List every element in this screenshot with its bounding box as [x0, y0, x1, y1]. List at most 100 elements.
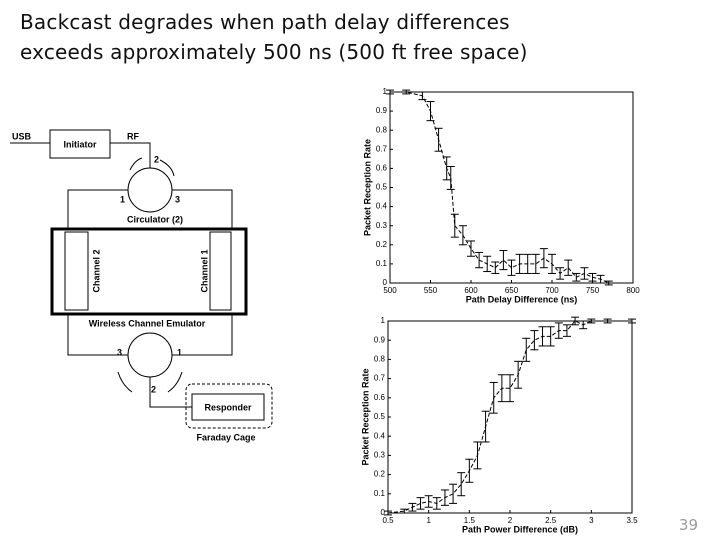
y-tick-label: 0.6 — [376, 164, 388, 173]
wire — [67, 314, 128, 356]
label: USB — [12, 131, 32, 141]
error-bar — [579, 320, 588, 330]
title-line: Backcast degrades when path delay differ… — [20, 10, 510, 34]
error-bar — [408, 502, 417, 512]
error-bar — [457, 472, 466, 497]
error-bar — [562, 324, 571, 337]
error-bar — [489, 381, 498, 414]
y-tick-label: 0.2 — [376, 240, 388, 249]
error-bar — [506, 374, 514, 403]
y-tick-label: 0.9 — [374, 335, 386, 344]
error-bar — [426, 101, 435, 122]
diagram — [10, 129, 273, 429]
y-tick-label: 0.7 — [374, 374, 386, 383]
channel — [64, 231, 89, 311]
label: 1 — [177, 347, 182, 357]
y-tick-label: 0.3 — [374, 451, 386, 460]
title-line: exceeds approximately 500 ns (500 ft fre… — [20, 40, 528, 64]
error-bar — [449, 483, 458, 504]
channel — [209, 231, 232, 311]
error-bar — [481, 410, 490, 443]
error-bar — [604, 280, 613, 286]
error-bar — [628, 318, 636, 324]
y-tick-label: 0.9 — [376, 106, 388, 115]
error-bar — [402, 89, 411, 95]
x-tick-label: 750 — [586, 286, 600, 295]
error-bar — [507, 259, 516, 276]
error-bar — [587, 318, 596, 324]
label: Responder — [204, 402, 252, 412]
data-line — [390, 91, 609, 284]
arrow — [117, 371, 133, 393]
error-bar — [432, 497, 441, 510]
error-bar — [424, 495, 433, 508]
error-bar — [548, 253, 556, 274]
y-tick-label: 0.8 — [374, 355, 386, 364]
plot-area — [387, 320, 633, 514]
error-bar — [530, 330, 539, 351]
error-bar — [514, 360, 523, 389]
error-bar — [522, 337, 531, 362]
y-tick-label: 0 — [381, 508, 386, 517]
error-bar — [491, 261, 500, 274]
label: 3 — [117, 347, 122, 357]
error-bar — [546, 326, 555, 347]
error-bar — [571, 316, 580, 326]
arrow — [159, 159, 175, 177]
y-tick-label: 0.3 — [376, 221, 388, 230]
label: 1 — [120, 194, 125, 204]
error-bar — [538, 326, 547, 347]
x-tick-label: 1 — [426, 516, 431, 525]
error-bar — [467, 240, 475, 257]
label: 2 — [154, 154, 159, 164]
error-bar — [418, 91, 427, 101]
x-tick-label: 600 — [464, 286, 478, 295]
cage — [185, 383, 273, 429]
error-bar — [539, 248, 548, 269]
wire — [110, 142, 151, 168]
label: 3 — [175, 194, 180, 204]
error-bar — [465, 458, 474, 483]
y-tick-label: 1 — [383, 87, 388, 96]
error-bar — [400, 508, 409, 514]
error-bar — [580, 267, 589, 280]
y-tick-label: 0.7 — [376, 144, 388, 153]
x-tick-label: 3 — [589, 516, 594, 525]
x-tick-label: 2 — [508, 516, 513, 525]
circulator — [127, 332, 173, 378]
label: Wireless Channel Emulator — [89, 318, 206, 328]
error-bar — [450, 213, 459, 238]
wire — [149, 377, 192, 408]
error-bar — [499, 250, 508, 271]
label: Circulator (2) — [127, 214, 183, 224]
y-axis-label: Packet Reception Rate — [360, 368, 370, 465]
plot-area — [389, 91, 634, 284]
error-bar — [386, 89, 394, 95]
error-bar — [603, 318, 612, 324]
label: Channel 1 — [199, 249, 209, 292]
error-bar — [434, 127, 443, 152]
error-bar — [556, 267, 565, 280]
wire — [67, 189, 128, 230]
y-tick-label: 0.5 — [376, 183, 388, 192]
x-tick-label: 3.5 — [626, 516, 638, 525]
error-bar — [473, 441, 482, 470]
x-tick-label: 500 — [383, 286, 397, 295]
error-bar — [446, 165, 455, 190]
error-bar — [588, 272, 597, 282]
y-tick-label: 0.5 — [374, 412, 386, 421]
x-axis-label: Path Delay Difference (ns) — [466, 294, 578, 304]
x-tick-label: 650 — [505, 286, 519, 295]
label: Initiator — [64, 139, 97, 149]
error-bar — [515, 253, 524, 274]
circulator — [127, 167, 173, 213]
x-tick-label: 1.5 — [464, 516, 476, 525]
error-bar — [475, 251, 484, 269]
error-bar — [442, 156, 451, 181]
y-tick-label: 0.1 — [376, 259, 388, 268]
box — [49, 129, 111, 159]
box — [191, 393, 265, 421]
page-number: 39 — [678, 516, 698, 534]
error-bar — [596, 274, 605, 284]
